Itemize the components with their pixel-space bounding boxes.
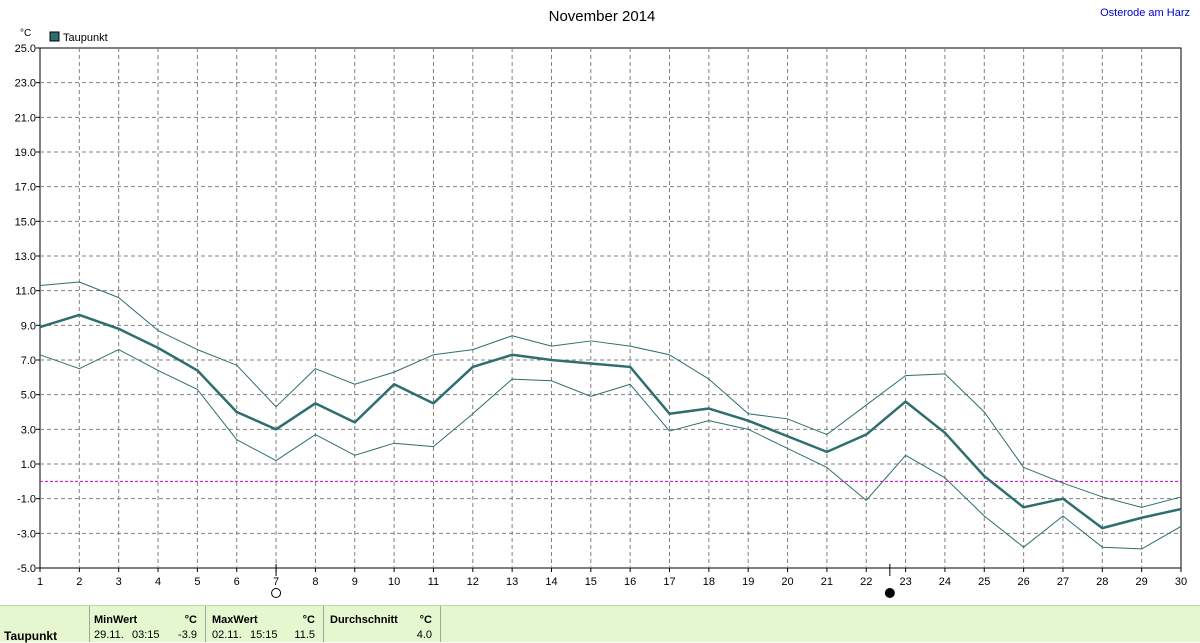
y-tick-label: 1.0 (21, 459, 36, 471)
y-tick-label: 9.0 (21, 320, 36, 332)
y-tick-label: -3.0 (17, 528, 36, 540)
x-tick-label: 4 (155, 576, 161, 588)
x-tick-label: 2 (76, 576, 82, 588)
x-tick-label: 9 (352, 576, 358, 588)
stats-max-cell: MaxWert °C 02.11. 15:15 11.5 (206, 606, 324, 642)
x-tick-label: 24 (939, 576, 951, 588)
stats-row-label: Taupunkt (4, 629, 58, 643)
y-tick-label: 21.0 (15, 112, 36, 124)
x-tick-label: 19 (742, 576, 754, 588)
x-tick-label: 11 (428, 576, 439, 588)
y-tick-label: -5.0 (17, 563, 36, 575)
legend-label-taupunkt: Taupunkt (63, 32, 108, 44)
max-header: MaxWert (212, 614, 258, 626)
legend-swatch-taupunkt (49, 31, 60, 42)
max-value: 11.5 (294, 629, 315, 641)
y-tick-label: 13.0 (15, 251, 36, 263)
x-tick-label: 18 (703, 576, 715, 588)
y-tick-label: 17.0 (15, 182, 36, 194)
stats-average-cell: Durchschnitt °C 4.0 (324, 606, 441, 642)
chart-area: November 2014 Osterode am Harz °C Taupun… (15, 7, 1190, 598)
x-tick-label: 14 (545, 576, 557, 588)
stats-row-label-cell: Taupunkt (0, 606, 90, 643)
min-time: 03:15 (132, 629, 160, 641)
x-tick-label: 13 (506, 576, 518, 588)
x-tick-label: 28 (1096, 576, 1108, 588)
x-tick-label: 22 (860, 576, 872, 588)
x-tick-label: 8 (312, 576, 318, 588)
x-tick-label: 17 (663, 576, 675, 588)
max-time: 15:15 (250, 629, 278, 641)
y-tick-label: 5.0 (21, 390, 36, 402)
x-tick-label: 23 (899, 576, 911, 588)
x-tick-label: 5 (194, 576, 200, 588)
new-moon-icon (884, 588, 895, 598)
x-tick-label: 25 (978, 576, 990, 588)
y-tick-label: -1.0 (17, 494, 36, 506)
statistics-table: Taupunkt MinWert °C 29.11. 03:15 -3.9 Ma… (0, 605, 1200, 643)
y-tick-label: 11.0 (15, 286, 36, 298)
series-lines (39, 281, 1182, 550)
x-tick-label: 6 (234, 576, 240, 588)
x-tick-label: 1 (37, 576, 43, 588)
y-tick-labels: 25.0 23.0 21.0 19.0 17.0 15.0 13.0 11.0 9.0 7.0 5.… (15, 43, 36, 575)
x-tick-labels: 1 2 3 4 5 6 7 8 9 10 11 12 13 14 15 16 17 18 19 20 21 22 23 24 2… (37, 576, 1187, 588)
min-date: 29.11. (94, 629, 124, 641)
y-tick-label: 7.0 (21, 355, 36, 367)
x-tick-label: 30 (1175, 576, 1187, 588)
y-tick-label: 25.0 (15, 43, 36, 55)
series-line-min (39, 349, 1182, 550)
moon-markers (271, 564, 895, 598)
y-tick-label: 3.0 (21, 424, 36, 436)
max-unit: °C (302, 614, 315, 626)
y-tick-label: 23.0 (15, 78, 36, 90)
x-tick-label: 7 (273, 576, 279, 588)
x-tick-label: 27 (1057, 576, 1069, 588)
y-axis-unit: °C (20, 28, 31, 39)
plot-frame (39, 47, 1182, 569)
average-value: 4.0 (416, 629, 432, 641)
min-value: -3.9 (178, 629, 197, 641)
location-label: Osterode am Harz (1100, 7, 1190, 19)
full-moon-icon (271, 588, 282, 598)
min-header: MinWert (94, 614, 138, 626)
y-tick-label: 19.0 (15, 147, 36, 159)
max-date: 02.11. (212, 629, 242, 641)
x-tick-label: 12 (467, 576, 479, 588)
chart-title: November 2014 (549, 8, 656, 25)
x-tick-label: 3 (116, 576, 122, 588)
x-tick-label: 20 (781, 576, 793, 588)
series-line-mean (39, 313, 1182, 530)
x-tick-label: 21 (821, 576, 833, 588)
average-unit: °C (419, 614, 432, 626)
average-header: Durchschnitt (330, 614, 398, 626)
x-tick-label: 16 (624, 576, 636, 588)
legend: Taupunkt (49, 31, 108, 44)
series-line-max (39, 281, 1182, 508)
min-unit: °C (184, 614, 197, 626)
stats-min-cell: MinWert °C 29.11. 03:15 -3.9 (90, 606, 206, 642)
grid (36, 47, 1182, 572)
y-tick-label: 15.0 (15, 216, 36, 228)
x-tick-label: 15 (585, 576, 597, 588)
x-tick-label: 26 (1017, 576, 1029, 588)
x-tick-label: 10 (388, 576, 400, 588)
x-tick-label: 29 (1136, 576, 1148, 588)
